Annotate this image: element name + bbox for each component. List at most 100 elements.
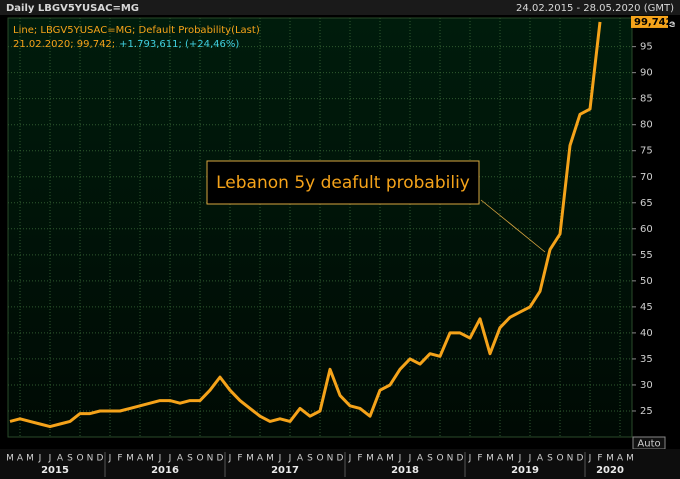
x-tick-label: M: [626, 454, 634, 464]
x-tick-label: M: [386, 454, 394, 464]
x-tick-label: S: [67, 454, 73, 464]
x-tick-label: D: [457, 454, 464, 464]
header-bar: [0, 0, 680, 15]
legend-last: 21.02.2020; 99,742;: [13, 39, 115, 50]
x-tick-label: D: [97, 454, 104, 464]
auto-button-label[interactable]: Auto: [637, 439, 660, 450]
y-tick-label: 85: [640, 94, 653, 105]
x-tick-label: O: [196, 454, 203, 464]
y-tick-label: 80: [640, 120, 653, 131]
x-tick-label: F: [477, 454, 482, 464]
x-axis-band: [0, 449, 680, 479]
x-tick-label: A: [537, 454, 544, 464]
x-tick-label: A: [17, 454, 24, 464]
y-tick-label: 40: [640, 328, 653, 339]
x-tick-label: A: [297, 454, 304, 464]
price-line: [9, 21, 602, 429]
x-tick-label: J: [348, 454, 352, 464]
header-range: 24.02.2015 - 28.05.2020 (GMT): [516, 3, 674, 14]
price-tag: [631, 15, 668, 28]
x-tick-label: A: [137, 454, 144, 464]
x-tick-label: J: [588, 454, 592, 464]
x-tick-label: A: [497, 454, 504, 464]
x-tick-label: D: [217, 454, 224, 464]
annotation-box: [206, 160, 480, 205]
y-tick-label: 95: [640, 42, 653, 53]
x-tick-label: O: [556, 454, 563, 464]
y-tick-label: 55: [640, 250, 653, 261]
x-tick-label: S: [187, 454, 193, 464]
x-tick-label: J: [518, 454, 522, 464]
x-tick-label: M: [266, 454, 274, 464]
x-tick-label: J: [408, 454, 412, 464]
header-title: Daily LBGV5YUSAC=MG: [6, 3, 139, 14]
x-tick-label: S: [547, 454, 553, 464]
price-tag-label: 99,742: [634, 17, 673, 28]
annotation-connector: [480, 199, 546, 253]
x-tick-label: F: [117, 454, 122, 464]
x-tick-label: N: [447, 454, 454, 464]
x-tick-label: J: [168, 454, 172, 464]
plot-area: [7, 17, 633, 438]
legend-change: +1.793,611; (+24,46%): [119, 39, 239, 50]
x-tick-label: J: [108, 454, 112, 464]
x-tick-label: A: [257, 454, 264, 464]
x-tick-label: S: [427, 454, 433, 464]
x-tick-label: O: [436, 454, 443, 464]
x-tick-label: J: [278, 454, 282, 464]
x-tick-label: A: [177, 454, 184, 464]
year-label: 2015: [41, 465, 69, 476]
x-tick-label: M: [26, 454, 34, 464]
x-tick-label: S: [307, 454, 313, 464]
year-label: 2016: [151, 465, 179, 476]
y-tick-label: 75: [640, 146, 653, 157]
x-tick-label: M: [486, 454, 494, 464]
x-tick-label: J: [48, 454, 52, 464]
x-tick-label: J: [158, 454, 162, 464]
x-tick-label: A: [377, 454, 384, 464]
x-tick-label: N: [567, 454, 574, 464]
x-tick-label: M: [126, 454, 134, 464]
y-tick-label: 90: [640, 68, 653, 79]
x-tick-label: N: [207, 454, 214, 464]
x-tick-label: M: [366, 454, 374, 464]
x-tick-label: N: [87, 454, 94, 464]
y-tick-label: 60: [640, 224, 653, 235]
x-tick-label: F: [237, 454, 242, 464]
x-tick-label: M: [6, 454, 14, 464]
x-tick-label: N: [327, 454, 334, 464]
x-tick-label: A: [617, 454, 624, 464]
y-tick-label: 35: [640, 354, 653, 365]
year-label: 2019: [511, 465, 539, 476]
legend-line: Line; LBGV5YUSAC=MG; Default Probability…: [13, 25, 260, 36]
x-tick-label: D: [337, 454, 344, 464]
y-tick-label: 70: [640, 172, 653, 183]
year-label: 2017: [271, 465, 299, 476]
x-tick-label: M: [146, 454, 154, 464]
x-tick-label: M: [606, 454, 614, 464]
y-tick-label: 45: [640, 302, 653, 313]
x-tick-label: M: [246, 454, 254, 464]
x-tick-label: A: [57, 454, 64, 464]
x-tick-label: O: [76, 454, 83, 464]
annotation: Lebanon 5y deafult probabiliy: [216, 173, 470, 193]
year-label: 2020: [596, 465, 624, 476]
x-tick-label: J: [38, 454, 42, 464]
x-tick-label: F: [357, 454, 362, 464]
x-tick-label: F: [597, 454, 602, 464]
x-tick-label: A: [417, 454, 424, 464]
x-tick-label: M: [506, 454, 514, 464]
y-tick-label: 50: [640, 276, 653, 287]
y-tick-label: 25: [640, 406, 653, 417]
x-tick-label: J: [288, 454, 292, 464]
x-tick-label: J: [228, 454, 232, 464]
y-tick-label: 30: [640, 380, 653, 391]
x-tick-label: O: [316, 454, 323, 464]
x-tick-label: J: [398, 454, 402, 464]
x-tick-label: D: [577, 454, 584, 464]
year-label: 2018: [391, 465, 419, 476]
y-tick-label: 65: [640, 198, 653, 209]
x-tick-label: J: [528, 454, 532, 464]
x-tick-label: J: [468, 454, 472, 464]
